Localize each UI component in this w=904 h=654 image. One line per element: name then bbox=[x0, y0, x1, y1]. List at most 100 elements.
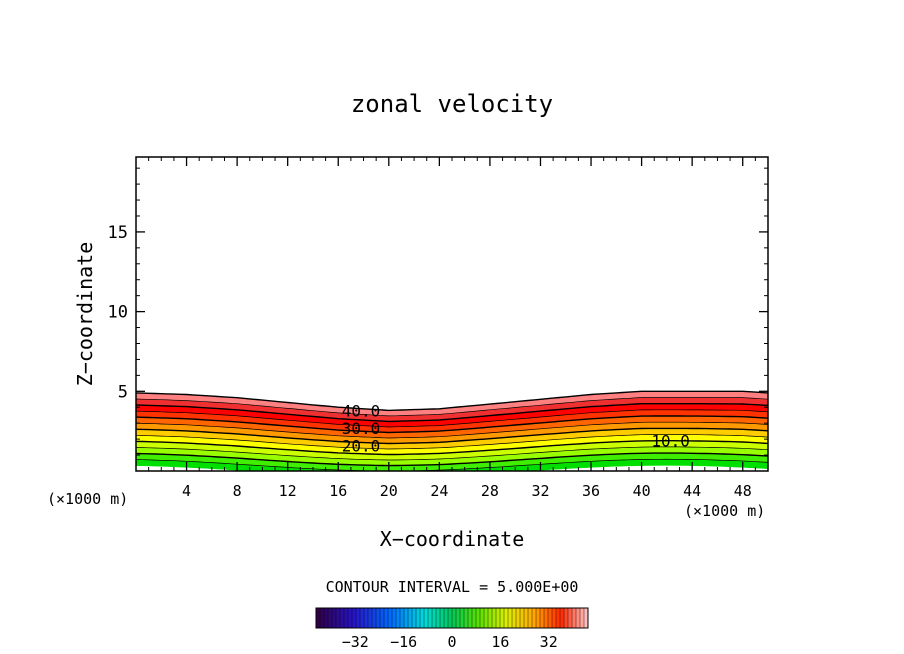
colorbar-cell bbox=[500, 608, 505, 628]
colorbar-cell bbox=[436, 608, 441, 628]
colorbar-tick-label: −32 bbox=[342, 633, 369, 651]
colorbar-cell bbox=[352, 608, 357, 628]
contour-line bbox=[136, 397, 768, 417]
colorbar-cell bbox=[488, 608, 493, 628]
colorbar-cell bbox=[320, 608, 325, 628]
contour-line bbox=[136, 409, 768, 428]
colorbar-cell bbox=[364, 608, 369, 628]
colorbar-cell bbox=[412, 608, 417, 628]
colorbar-cell bbox=[444, 608, 449, 628]
colorbar-cell bbox=[448, 608, 453, 628]
colorbar-cell bbox=[344, 608, 349, 628]
colorbar-cell bbox=[548, 608, 553, 628]
colorbar-tick-label: 16 bbox=[491, 633, 509, 651]
colorbar-cell bbox=[492, 608, 497, 628]
x-tick-label: 24 bbox=[430, 482, 448, 500]
x-tick-label: 28 bbox=[481, 482, 499, 500]
colorbar-cell bbox=[324, 608, 329, 628]
colorbar-cell bbox=[404, 608, 409, 628]
colorbar-cell bbox=[580, 608, 585, 628]
colorbar-cell bbox=[416, 608, 421, 628]
colorbar bbox=[315, 607, 589, 629]
colorbar-cell bbox=[544, 608, 549, 628]
contour-interval-text: CONTOUR INTERVAL = 5.000E+00 bbox=[326, 578, 579, 596]
y-tick-labels: 5 10 15 bbox=[108, 223, 128, 402]
colorbar-frame bbox=[315, 607, 589, 629]
colorbar-cell bbox=[360, 608, 365, 628]
contour-labels: 40.030.020.0 10.0 bbox=[342, 401, 690, 455]
x-tick-label: 16 bbox=[329, 482, 347, 500]
colorbar-cell bbox=[504, 608, 509, 628]
colorbar-cell bbox=[536, 608, 541, 628]
x-tick-label: 40 bbox=[633, 482, 651, 500]
colorbar-tick-label: −16 bbox=[390, 633, 417, 651]
colorbar-cell bbox=[564, 608, 569, 628]
colorbar-cell bbox=[400, 608, 405, 628]
y-tick-label: 5 bbox=[118, 382, 128, 402]
colorbar-cell bbox=[440, 608, 445, 628]
axis-ticks bbox=[136, 157, 768, 471]
colorbar-cell bbox=[560, 608, 565, 628]
x-tick-label: 12 bbox=[279, 482, 297, 500]
colorbar-cell bbox=[540, 608, 545, 628]
chart-title: zonal velocity bbox=[351, 90, 553, 118]
colorbar-cell bbox=[316, 608, 321, 628]
contour-label: 10.0 bbox=[651, 432, 690, 451]
contour-label: 30.0 bbox=[342, 419, 381, 438]
contour-label: 20.0 bbox=[342, 436, 381, 455]
colorbar-cell bbox=[356, 608, 361, 628]
colorbar-cell bbox=[408, 608, 413, 628]
contour-line bbox=[136, 390, 768, 412]
colorbar-cell bbox=[384, 608, 389, 628]
colorbar-cell bbox=[348, 608, 353, 628]
colorbar-cell bbox=[556, 608, 561, 628]
x-tick-label: 8 bbox=[233, 482, 242, 500]
x-unit-right: (×1000 m) bbox=[684, 502, 765, 520]
colorbar-cell bbox=[396, 608, 401, 628]
contour-line bbox=[136, 434, 768, 450]
colorbar-cell bbox=[584, 608, 589, 628]
colorbar-tick-labels: −32 −16 0 16 32 bbox=[342, 633, 558, 651]
colorbar-cell bbox=[368, 608, 373, 628]
colorbar-cell bbox=[340, 608, 345, 628]
colorbar-cell bbox=[452, 608, 457, 628]
colorbar-cell bbox=[572, 608, 577, 628]
colorbar-cell bbox=[508, 608, 513, 628]
colorbar-cell bbox=[328, 608, 333, 628]
colorbar-cell bbox=[392, 608, 397, 628]
colorbar-cell bbox=[336, 608, 341, 628]
contour-line bbox=[136, 415, 768, 434]
colorbar-cell bbox=[420, 608, 425, 628]
colorbar-cell bbox=[484, 608, 489, 628]
contour-lines bbox=[136, 390, 768, 471]
colorbar-tick-label: 32 bbox=[540, 633, 558, 651]
colorbar-cell bbox=[528, 608, 533, 628]
contour-label: 40.0 bbox=[342, 401, 381, 420]
colorbar-cell bbox=[380, 608, 385, 628]
colorbar-cell bbox=[456, 608, 461, 628]
x-tick-label: 20 bbox=[380, 482, 398, 500]
colorbar-cell bbox=[376, 608, 381, 628]
x-tick-label: 36 bbox=[582, 482, 600, 500]
colorbar-cell bbox=[520, 608, 525, 628]
colorbar-cell bbox=[388, 608, 393, 628]
x-tick-labels: 4 8 12 16 20 24 28 32 36 40 44 48 bbox=[182, 482, 752, 500]
contour-line bbox=[136, 452, 768, 467]
x-tick-label: 4 bbox=[182, 482, 191, 500]
colorbar-tick-label: 0 bbox=[447, 633, 456, 651]
contour-line bbox=[136, 446, 768, 461]
colorbar-cell bbox=[496, 608, 501, 628]
colorbar-cell bbox=[432, 608, 437, 628]
colorbar-cell bbox=[476, 608, 481, 628]
colorbar-cell bbox=[372, 608, 377, 628]
colorbar-cell bbox=[428, 608, 433, 628]
x-tick-label: 44 bbox=[683, 482, 701, 500]
contour-line bbox=[136, 421, 768, 439]
y-tick-label: 10 bbox=[108, 303, 128, 323]
colorbar-cell bbox=[460, 608, 465, 628]
contour-line bbox=[136, 427, 768, 445]
colorbar-cell bbox=[424, 608, 429, 628]
colorbar-cell bbox=[332, 608, 337, 628]
colorbar-cell bbox=[524, 608, 529, 628]
